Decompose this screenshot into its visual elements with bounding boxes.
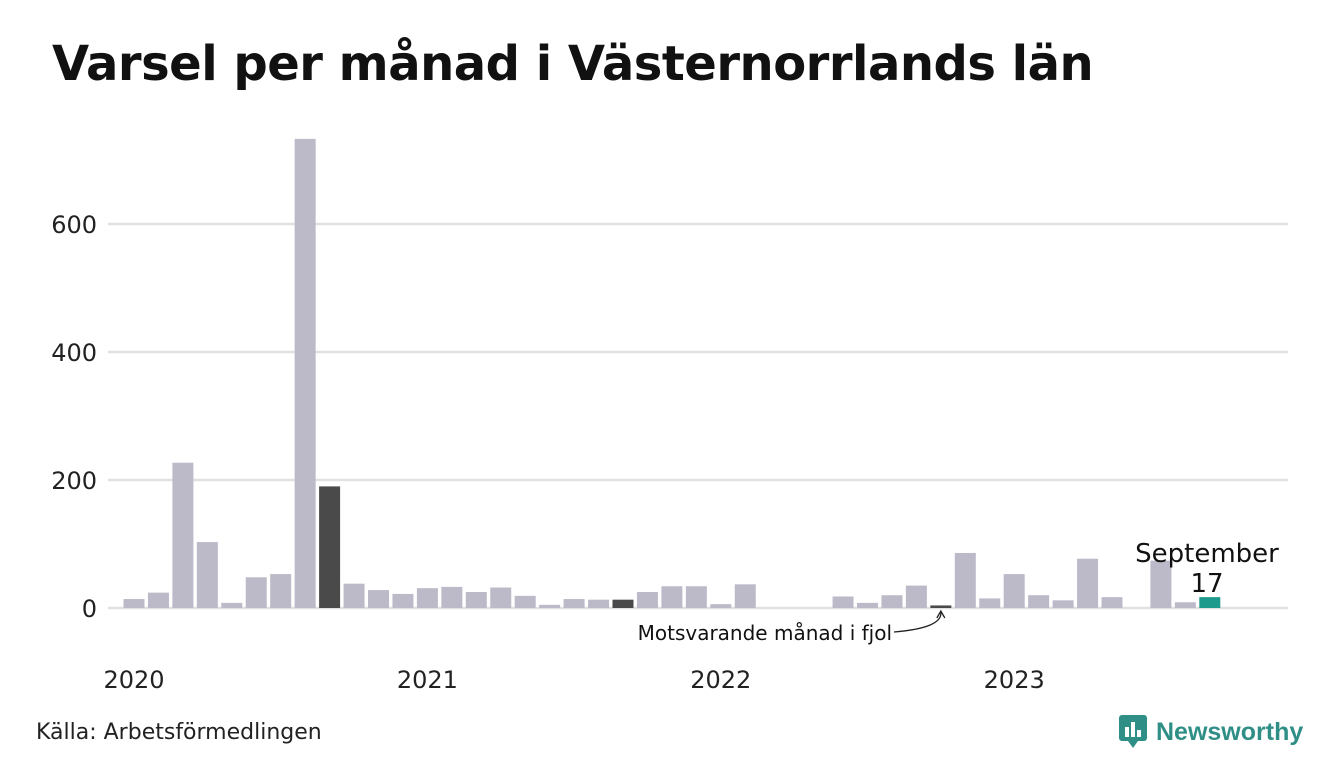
bar-2023-09 bbox=[1199, 597, 1221, 608]
bar-2020-01 bbox=[123, 599, 145, 608]
bar-2022-07 bbox=[857, 602, 878, 608]
bar-2020-07 bbox=[270, 574, 292, 608]
annotation-arrowhead bbox=[936, 609, 946, 619]
x-tick-label: 2022 bbox=[690, 666, 751, 694]
bar-2021-12 bbox=[685, 586, 707, 608]
bar-2020-12 bbox=[392, 593, 414, 608]
bar-2020-02 bbox=[147, 592, 169, 608]
bar-2022-11 bbox=[954, 552, 976, 608]
bar-2021-02 bbox=[441, 586, 463, 608]
bar-2020-05 bbox=[221, 602, 243, 608]
bar-2023-07 bbox=[1150, 560, 1172, 608]
bar-2021-11 bbox=[661, 586, 683, 608]
bar-2022-01 bbox=[710, 604, 732, 608]
bar-2020-04 bbox=[196, 542, 218, 608]
bar-2022-02 bbox=[734, 584, 756, 608]
bar-2021-03 bbox=[465, 592, 487, 608]
brand[interactable]: Newsworthy bbox=[1118, 714, 1303, 750]
current-value-label: 17 bbox=[1190, 569, 1223, 599]
bar-2021-08 bbox=[588, 599, 610, 608]
bar-2023-01 bbox=[1003, 574, 1025, 608]
bar-2022-06 bbox=[832, 596, 854, 608]
bar-2020-09 bbox=[319, 486, 341, 608]
y-tick-label: 400 bbox=[51, 339, 97, 367]
annotation-arrow bbox=[893, 611, 942, 633]
bar-2021-10 bbox=[636, 592, 658, 608]
bar-2020-11 bbox=[368, 590, 389, 608]
bar-2020-03 bbox=[172, 462, 194, 608]
bar-2021-06 bbox=[539, 604, 561, 608]
bar-2023-04 bbox=[1077, 558, 1099, 608]
y-tick-label: 0 bbox=[82, 595, 97, 623]
annotation-text: Motsvarande månad i fjol bbox=[638, 621, 892, 645]
bar-2023-02 bbox=[1028, 595, 1050, 608]
annotation: Motsvarande månad i fjol bbox=[638, 609, 946, 645]
bar-2021-04 bbox=[490, 587, 512, 608]
bar-2021-07 bbox=[563, 599, 585, 608]
bar-2023-05 bbox=[1101, 597, 1123, 608]
bar-2022-10 bbox=[930, 605, 952, 608]
x-tick-label: 2023 bbox=[984, 666, 1045, 694]
gridlines bbox=[108, 222, 1288, 610]
bar-2020-08 bbox=[294, 138, 316, 608]
bars bbox=[123, 138, 1221, 608]
y-tick-label: 600 bbox=[51, 211, 97, 239]
source-note: Källa: Arbetsförmedlingen bbox=[36, 720, 322, 745]
current-month-label: September bbox=[1135, 539, 1279, 569]
y-tick-label: 200 bbox=[51, 467, 97, 495]
x-tick-label: 2021 bbox=[397, 666, 458, 694]
x-tick-label: 2020 bbox=[103, 666, 164, 694]
bar-2021-09 bbox=[612, 599, 634, 608]
bar-2023-03 bbox=[1052, 600, 1074, 608]
bar-2020-06 bbox=[245, 577, 267, 608]
newsworthy-logo-icon bbox=[1119, 715, 1147, 748]
bar-2022-12 bbox=[979, 598, 1001, 608]
bar-2022-08 bbox=[881, 595, 903, 608]
y-axis-ticks: 0 200 400 600 bbox=[51, 211, 97, 623]
bar-2021-05 bbox=[514, 595, 536, 608]
bar-2022-09 bbox=[905, 585, 927, 608]
x-axis-ticks: 2020 2021 2022 2023 bbox=[103, 666, 1044, 694]
bar-2020-10 bbox=[343, 583, 365, 608]
bar-2023-08 bbox=[1174, 602, 1196, 608]
chart-title: Varsel per månad i Västernorrlands län bbox=[52, 36, 1094, 92]
brand-name: Newsworthy bbox=[1156, 717, 1304, 746]
bar-2021-01 bbox=[416, 588, 438, 608]
